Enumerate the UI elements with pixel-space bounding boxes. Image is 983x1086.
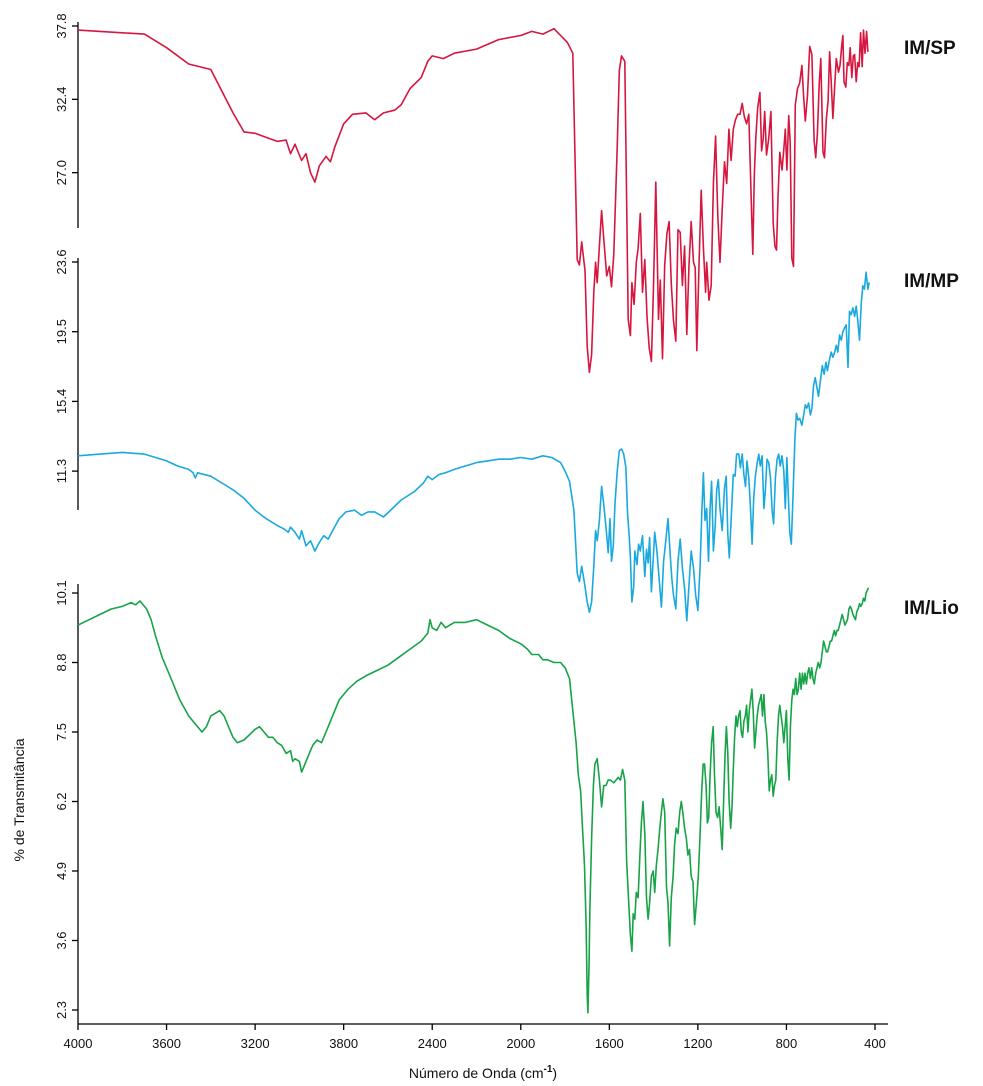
panel-2: 10.1 8.8 7.5 6.2 4.9 3.6 2.3 IM/Lio bbox=[54, 580, 959, 1024]
panel-0: 37.8 32.4 27.0 IM/SP bbox=[54, 13, 956, 374]
x-tick-label: 2400 bbox=[418, 1036, 447, 1051]
series-label: IM/SP bbox=[904, 38, 956, 59]
y-tick-label: 37.8 bbox=[54, 13, 69, 38]
series-line-1 bbox=[77, 271, 870, 622]
y-tick-label: 4.9 bbox=[54, 862, 69, 880]
x-tick-label: 2000 bbox=[506, 1036, 535, 1051]
x-tick-label: 1600 bbox=[595, 1036, 624, 1051]
panel-1: 23.6 19.5 15.4 11.3 IM/MP bbox=[54, 249, 959, 622]
y-tick-label: 11.3 bbox=[54, 459, 69, 483]
x-axis-title-superscript: -1 bbox=[544, 1064, 553, 1075]
series-label: IM/MP bbox=[904, 271, 959, 292]
y-tick-label: 27.0 bbox=[54, 160, 69, 185]
series-line-2 bbox=[77, 587, 870, 1014]
y-tick-label: 3.6 bbox=[54, 931, 69, 949]
x-axis: 4000 3600 3200 3800 2400 2000 1600 1200 800 400 N… bbox=[64, 1023, 888, 1081]
y-tick-label: 15.4 bbox=[54, 389, 69, 414]
y-tick-label: 7.5 bbox=[54, 723, 69, 741]
x-tick-label: 800 bbox=[776, 1036, 798, 1051]
y-tick-label: 8.8 bbox=[54, 653, 69, 671]
y-tick-label: 19.5 bbox=[54, 319, 69, 344]
x-tick-label: 3600 bbox=[152, 1036, 181, 1051]
series-line-0 bbox=[77, 27, 869, 374]
x-axis-title-close: ) bbox=[552, 1065, 557, 1081]
x-tick-label: 3200 bbox=[241, 1036, 270, 1051]
y-tick-label: 6.2 bbox=[54, 792, 69, 810]
series-label: IM/Lio bbox=[904, 598, 959, 619]
x-tick-label: 400 bbox=[864, 1036, 886, 1051]
y-tick-label: 23.6 bbox=[54, 249, 69, 274]
x-tick-label: 3800 bbox=[329, 1036, 358, 1051]
y-tick-label: 2.3 bbox=[54, 1001, 69, 1019]
y-axis-title: % de Transmitância bbox=[11, 738, 27, 861]
y-tick-label: 10.1 bbox=[54, 580, 69, 605]
x-axis-title: Número de Onda (cm-1) bbox=[409, 1064, 557, 1081]
y-tick-label: 32.4 bbox=[54, 87, 69, 112]
x-tick-label: 1200 bbox=[683, 1036, 712, 1051]
x-tick-label: 4000 bbox=[64, 1036, 93, 1051]
